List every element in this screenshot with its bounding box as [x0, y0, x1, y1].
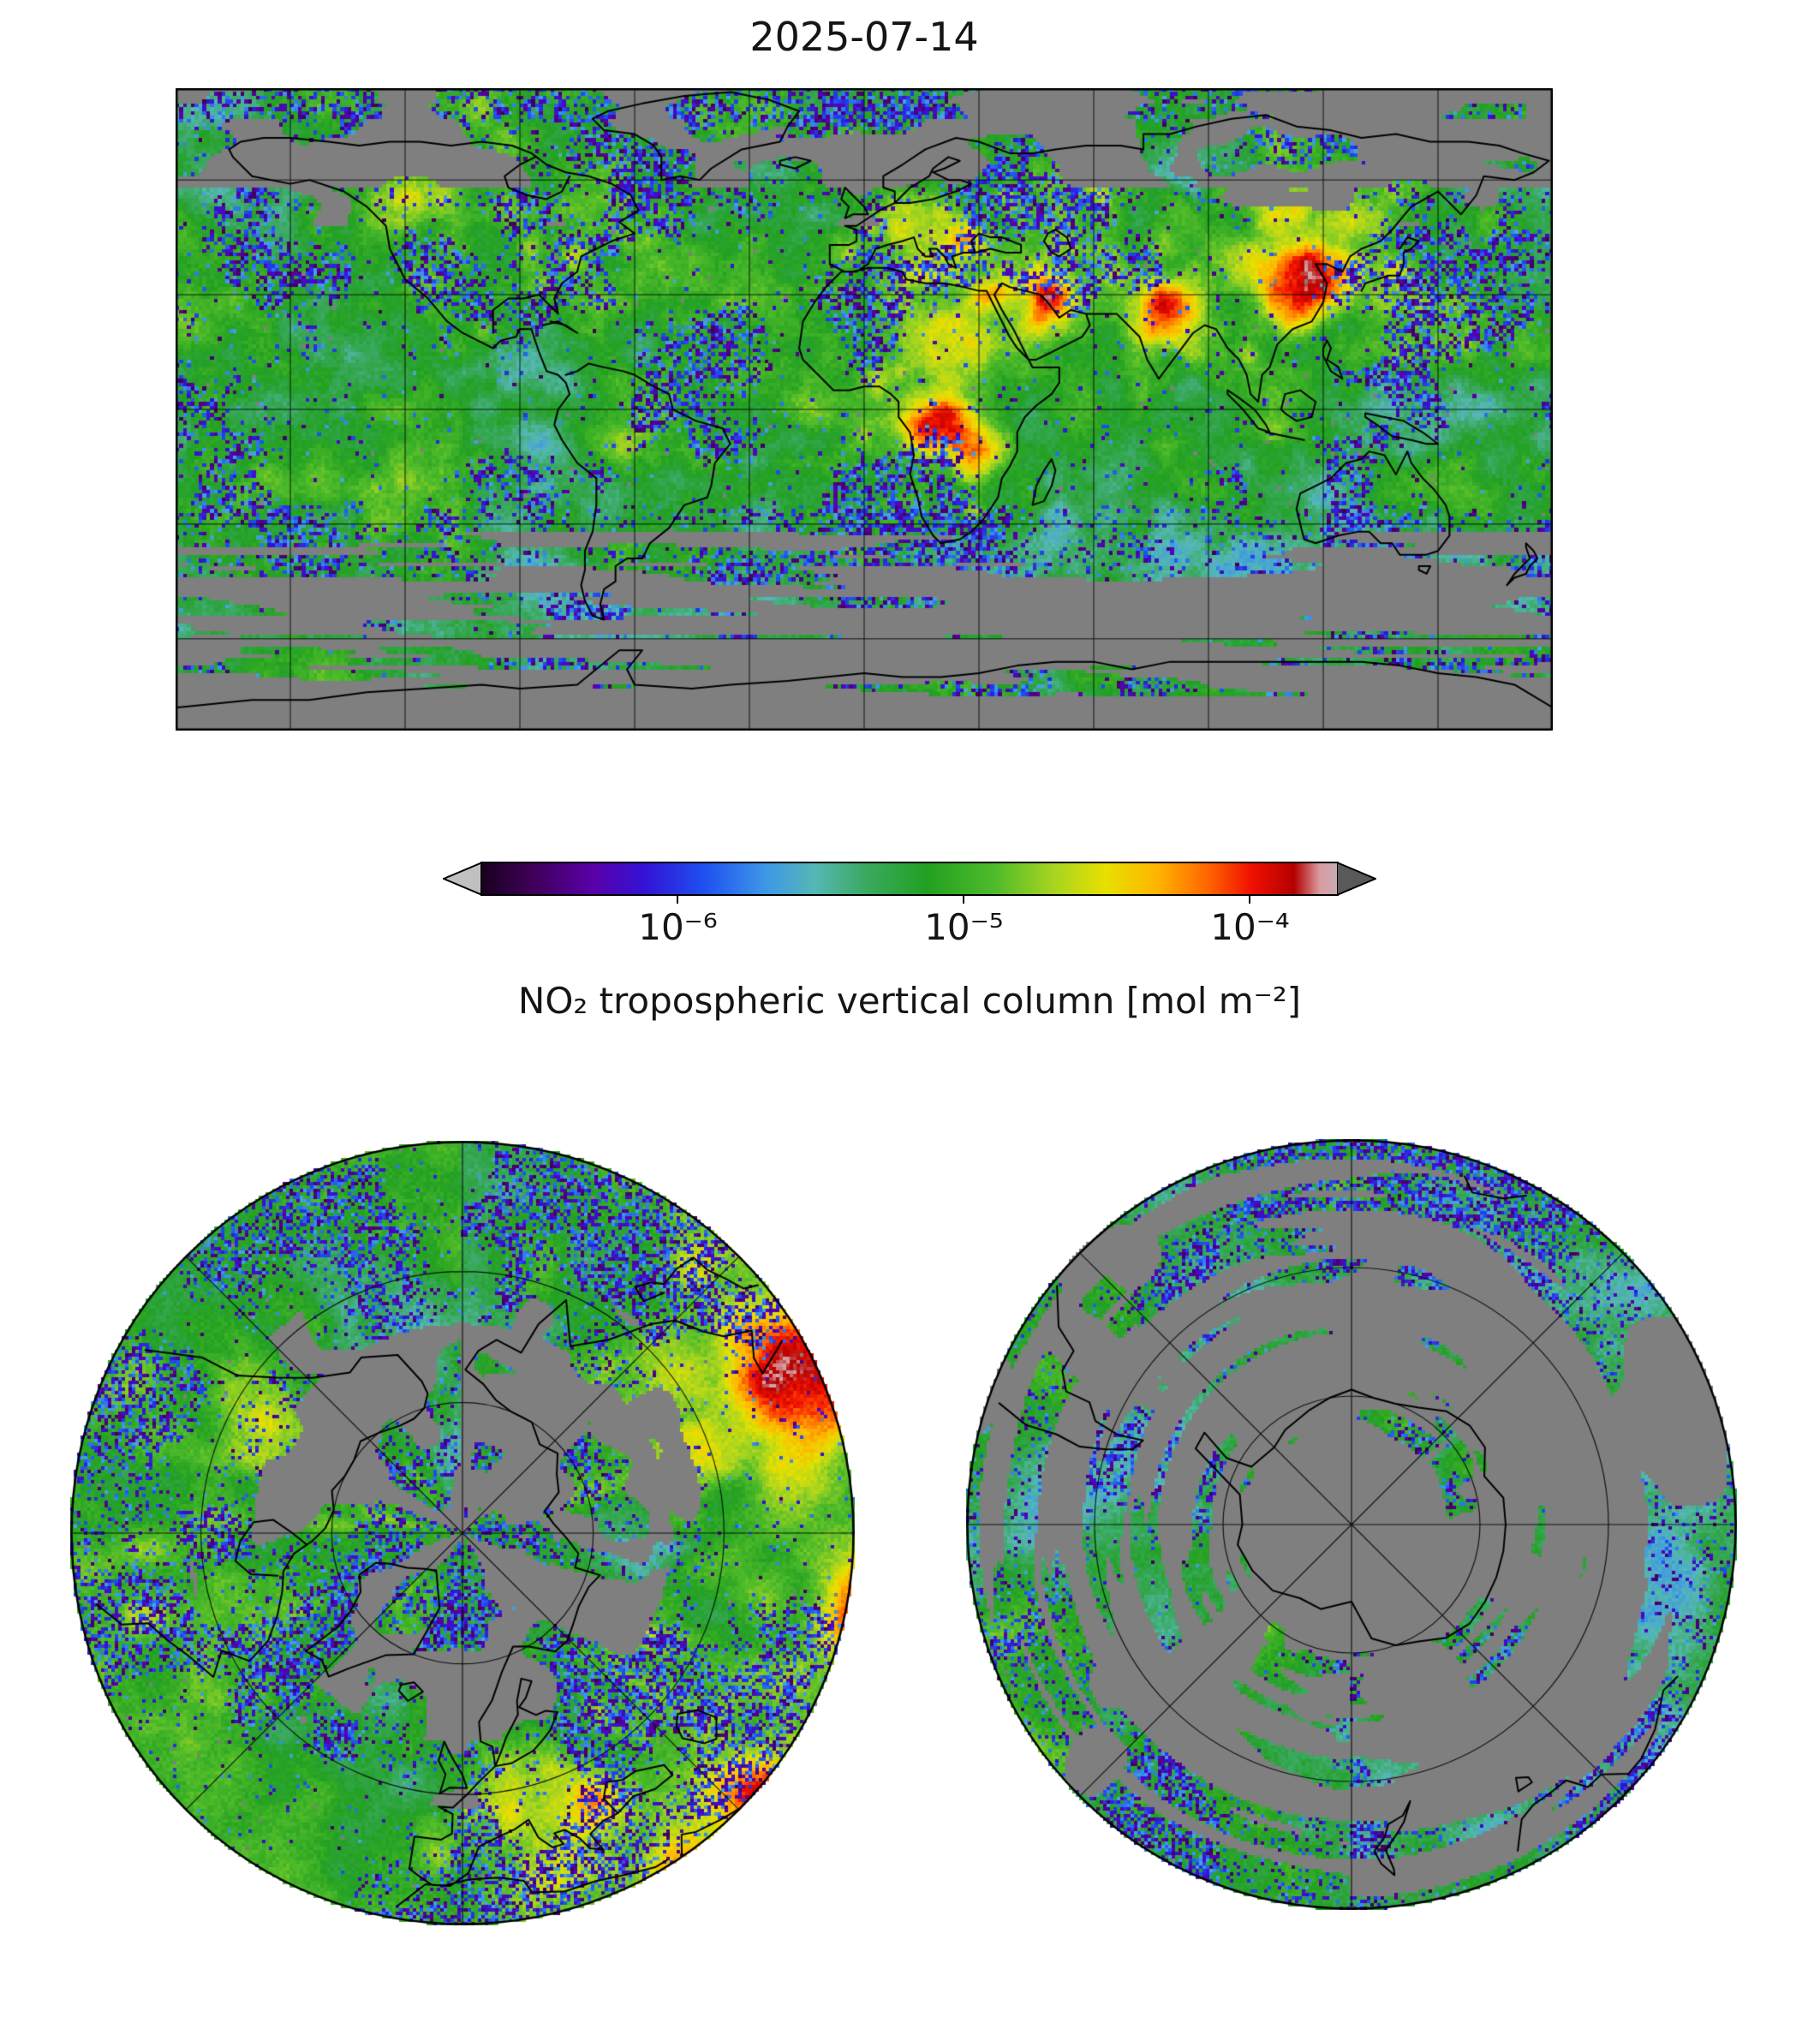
colorbar-tick	[963, 896, 965, 904]
world-map-canvas	[176, 88, 1553, 731]
colorbar-over-arrow	[1337, 862, 1376, 896]
north-polar-map-canvas	[70, 1141, 855, 1925]
colorbar-axis-label: NO₂ tropospheric vertical column [mol m⁻…	[517, 980, 1302, 1022]
colorbar-gradient	[480, 862, 1339, 896]
colorbar-under-arrow	[443, 862, 482, 896]
colorbar-tick	[1249, 896, 1251, 904]
colorbar-tick-label: 10⁻⁶	[638, 906, 718, 948]
world-map-panel	[176, 88, 1553, 731]
colorbar-tick-label: 10⁻⁴	[1210, 906, 1290, 948]
colorbar: 10⁻⁶ 10⁻⁵ 10⁻⁴ NO₂ tropospheric vertical…	[443, 862, 1376, 1059]
colorbar-tick	[677, 896, 679, 904]
south-polar-map-canvas	[966, 1139, 1737, 1910]
colorbar-tick-label: 10⁻⁵	[924, 906, 1004, 948]
figure-title: 2025-07-14	[749, 14, 979, 60]
